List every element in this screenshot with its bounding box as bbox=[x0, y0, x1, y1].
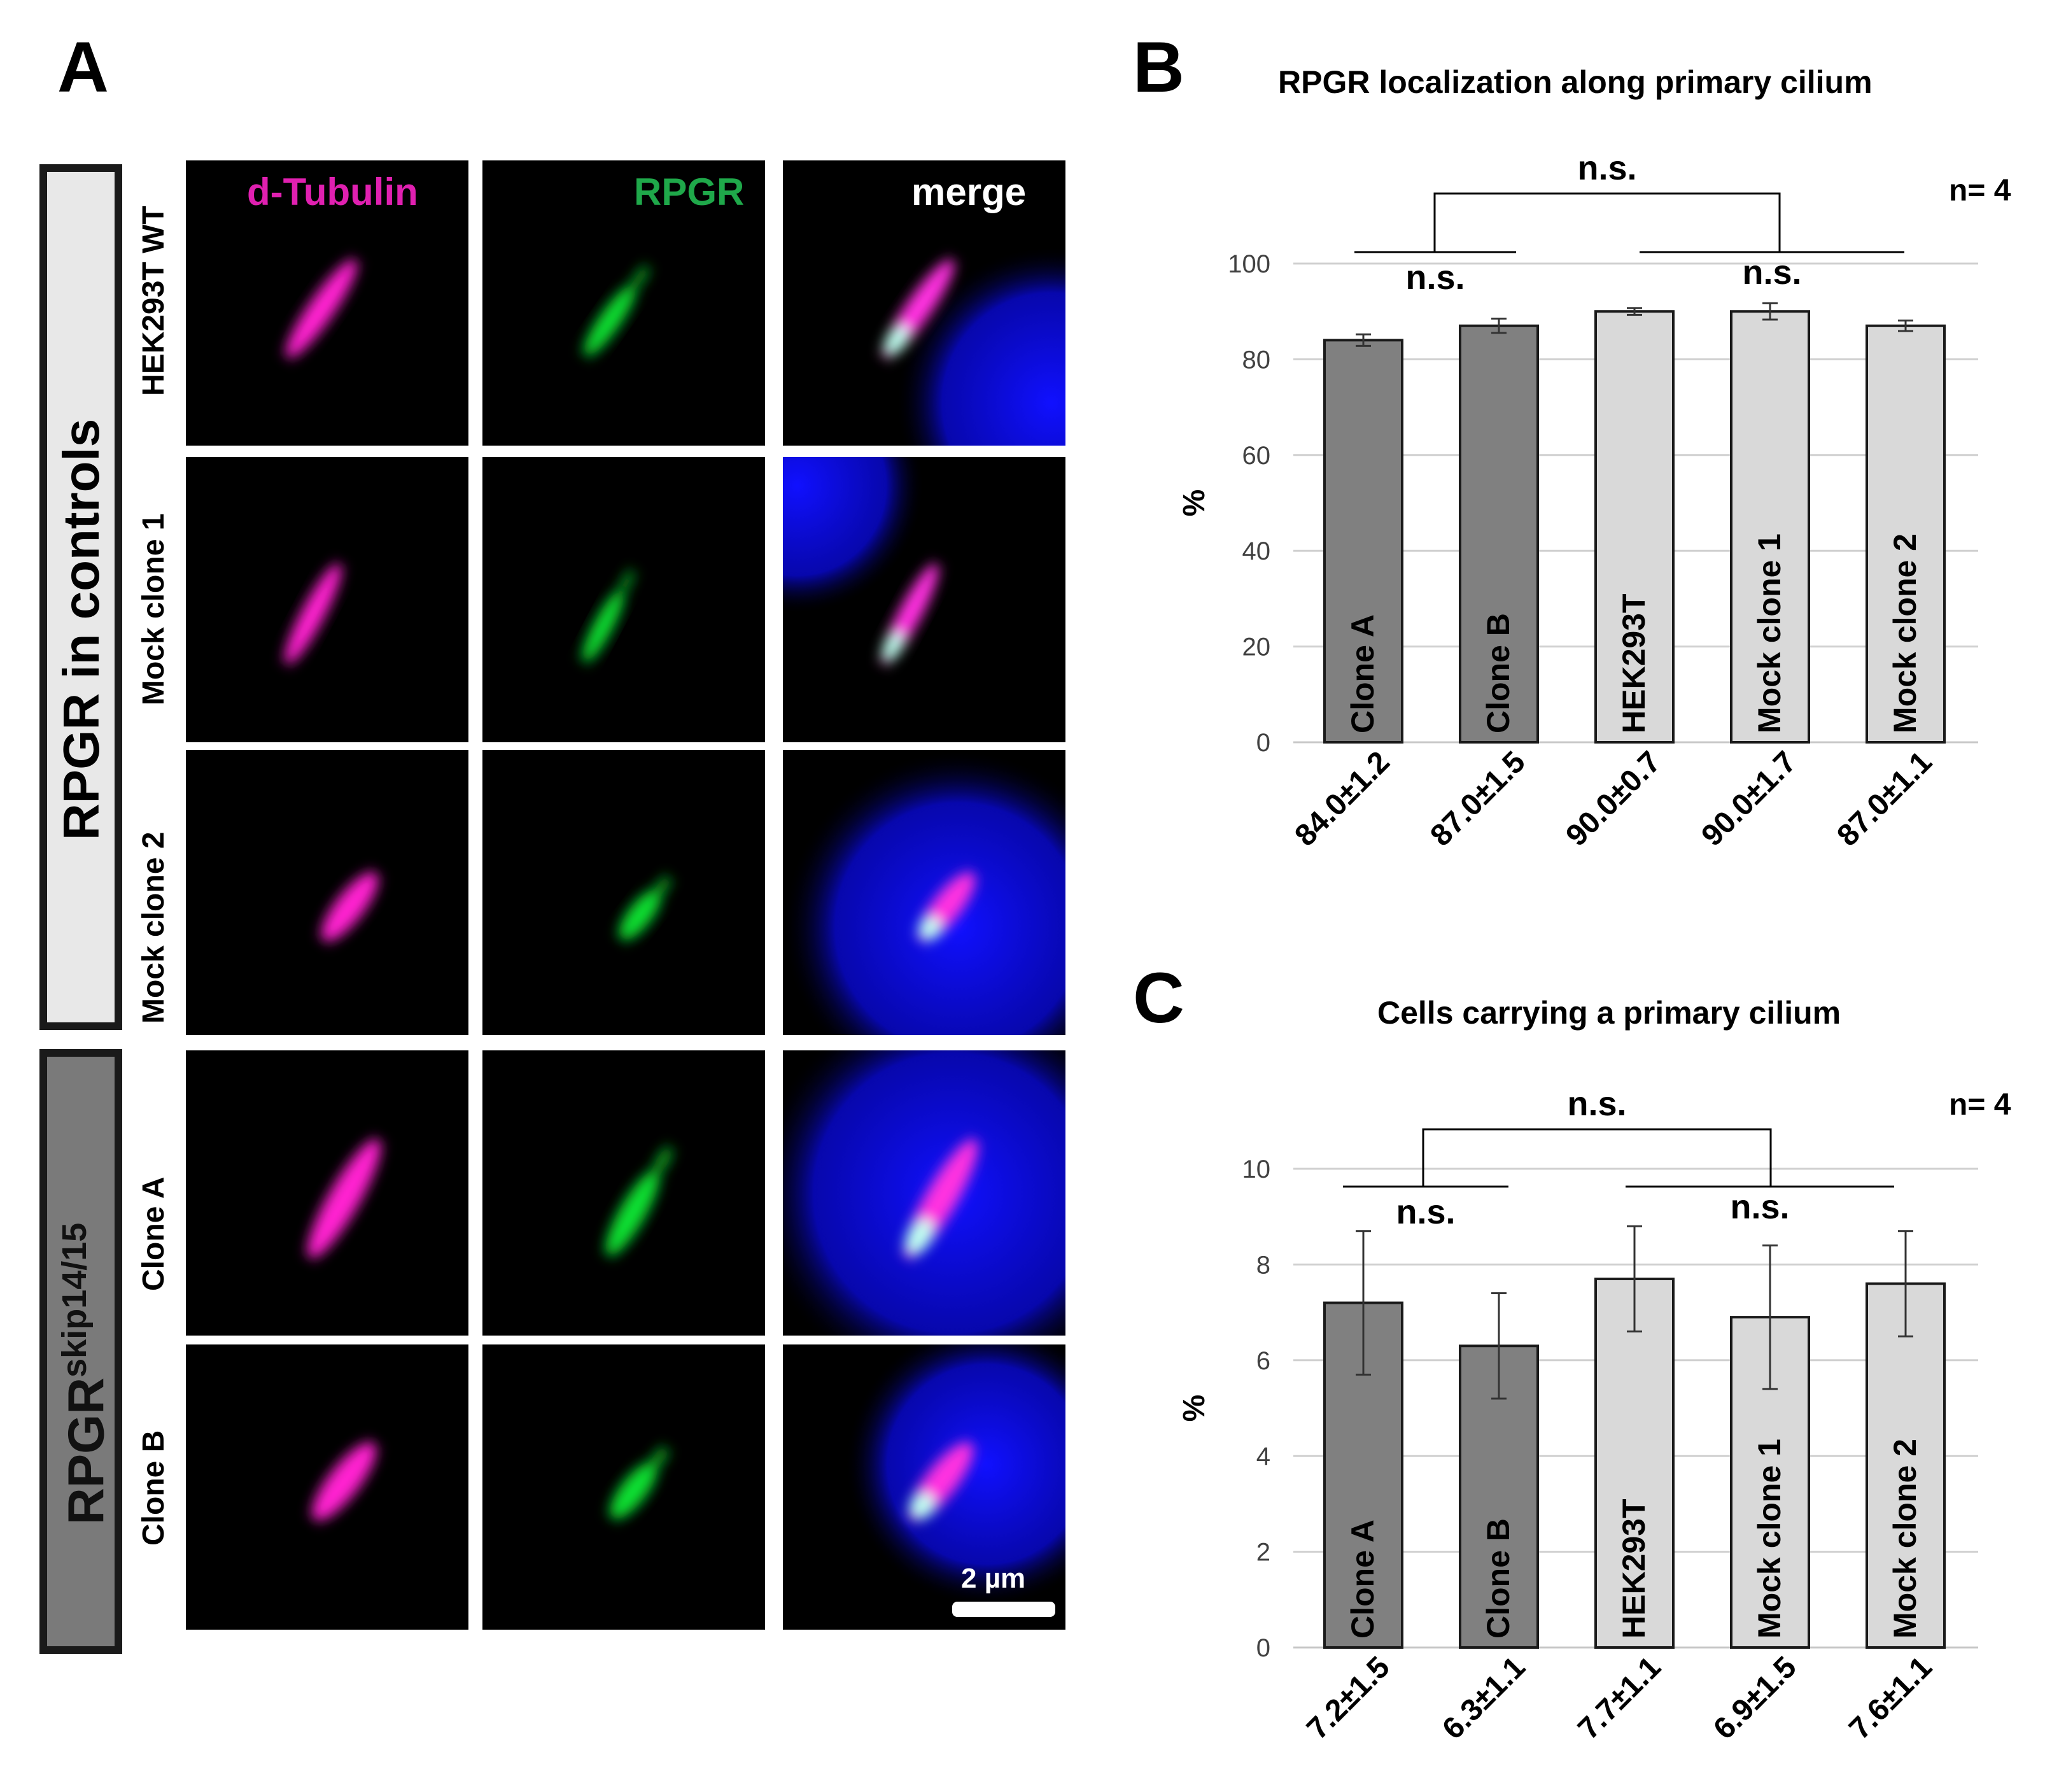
micrograph-mock-clone-2-rpgr bbox=[482, 750, 765, 1035]
micrograph-mock-clone-2-merge bbox=[783, 750, 1065, 1035]
chart-b-category-label-2: HEK293T bbox=[1616, 593, 1652, 733]
chart-c-title: Cells carrying a primary cilium bbox=[1377, 995, 1841, 1031]
chart-b-y-axis-label: % bbox=[1177, 490, 1211, 517]
chart-c-y-tick-label: 4 bbox=[1256, 1443, 1270, 1471]
chart-b-sig-label-top: n.s. bbox=[1577, 149, 1636, 187]
chart-c-category-label-3: Mock clone 1 bbox=[1752, 1439, 1787, 1639]
chart-b-sig-label-right: n.s. bbox=[1742, 253, 1801, 292]
micrograph-hek293t-wt-merge bbox=[783, 160, 1065, 446]
chart-c-value-label-2: 7.7±1.1 bbox=[1571, 1650, 1667, 1746]
chart-c-n-label: n= 4 bbox=[1949, 1088, 2011, 1122]
chart-c-sig-label-left: n.s. bbox=[1396, 1193, 1455, 1231]
chart-b-title: RPGR localization along primary cilium bbox=[1278, 64, 1873, 100]
chart-b-category-label-0: Clone A bbox=[1345, 614, 1381, 733]
group-skip-box bbox=[39, 1049, 122, 1654]
micrograph-hek293t-wt-tubulin bbox=[186, 160, 468, 446]
chart-b-bar-1 bbox=[1459, 324, 1539, 744]
chart-b-sig-bracket-top bbox=[1433, 192, 1781, 252]
chart-c-value-label-4: 7.6±1.1 bbox=[1843, 1650, 1938, 1746]
chart-c-y-tick-label: 10 bbox=[1242, 1155, 1271, 1183]
scale-bar bbox=[952, 1602, 1055, 1617]
panel-c-letter: C bbox=[1133, 958, 1184, 1038]
micrograph-clone-b-rpgr bbox=[482, 1344, 765, 1630]
chart-b-y-tick-label: 60 bbox=[1242, 442, 1271, 470]
chart-c-y-tick-label: 0 bbox=[1256, 1634, 1270, 1662]
chart-b-category-label-3: Mock clone 1 bbox=[1752, 533, 1787, 733]
chart-c-y-axis-label: % bbox=[1177, 1395, 1211, 1422]
chart-c-category-label-2: HEK293T bbox=[1616, 1499, 1652, 1639]
channel-label-tubulin: d-Tubulin bbox=[247, 171, 418, 213]
chart-c-y-tick-label: 8 bbox=[1256, 1251, 1270, 1279]
chart-b-category-label-4: Mock clone 2 bbox=[1887, 533, 1923, 733]
chart-b-n-label: n= 4 bbox=[1949, 174, 2011, 208]
panel-a-letter: A bbox=[57, 27, 109, 107]
micrograph-mock-clone-1-rpgr bbox=[482, 457, 765, 742]
chart-b-y-tick-label: 20 bbox=[1242, 633, 1271, 661]
micrograph-mock-clone-2-tubulin bbox=[186, 750, 468, 1035]
chart-b-y-tick-label: 0 bbox=[1256, 729, 1270, 757]
scale-bar-label: 2 µm bbox=[961, 1563, 1026, 1594]
chart-c-value-label-3: 6.9±1.5 bbox=[1707, 1650, 1803, 1746]
chart-b-bar-2 bbox=[1594, 310, 1675, 744]
chart-c-sig-label-right: n.s. bbox=[1730, 1188, 1789, 1226]
micrograph-clone-a-tubulin bbox=[186, 1050, 468, 1336]
chart-c-bar-4 bbox=[1866, 1282, 1946, 1649]
micrograph-clone-a-rpgr bbox=[482, 1050, 765, 1336]
micrograph-clone-b-merge bbox=[783, 1344, 1065, 1630]
chart-b-bar-4 bbox=[1866, 324, 1946, 744]
micrograph-clone-a-merge bbox=[783, 1050, 1065, 1336]
group-controls-box bbox=[39, 164, 122, 1030]
chart-c-bar-2 bbox=[1594, 1277, 1675, 1649]
chart-c-sig-bracket-top bbox=[1422, 1128, 1772, 1187]
micrograph-hek293t-wt-rpgr bbox=[482, 160, 765, 446]
chart-c-sig-label-top: n.s. bbox=[1567, 1085, 1626, 1123]
chart-c-category-label-0: Clone A bbox=[1345, 1520, 1381, 1639]
chart-b-y-tick-label: 100 bbox=[1228, 250, 1270, 278]
chart-b-category-label-1: Clone B bbox=[1480, 613, 1516, 733]
chart-c-value-label-0: 7.2±1.5 bbox=[1300, 1650, 1396, 1746]
chart-c-value-label-1: 6.3±1.1 bbox=[1436, 1650, 1531, 1746]
chart-b-y-tick-label: 80 bbox=[1242, 346, 1271, 374]
micrograph-clone-b-tubulin bbox=[186, 1344, 468, 1630]
chart-b-y-tick-label: 40 bbox=[1242, 537, 1271, 565]
micrograph-mock-clone-1-tubulin bbox=[186, 457, 468, 742]
micrograph-mock-clone-1-merge bbox=[783, 457, 1065, 742]
chart-b-sig-label-left: n.s. bbox=[1405, 258, 1465, 297]
channel-label-rpgr: RPGR bbox=[634, 171, 745, 213]
channel-label-merge: merge bbox=[911, 171, 1027, 213]
chart-c-y-tick-label: 6 bbox=[1256, 1347, 1270, 1375]
chart-c-y-tick-label: 2 bbox=[1256, 1539, 1270, 1567]
chart-c-category-label-4: Mock clone 2 bbox=[1887, 1439, 1923, 1639]
chart-b-bar-0 bbox=[1323, 339, 1403, 744]
chart-c-category-label-1: Clone B bbox=[1480, 1518, 1516, 1639]
panel-b-letter: B bbox=[1133, 27, 1184, 107]
